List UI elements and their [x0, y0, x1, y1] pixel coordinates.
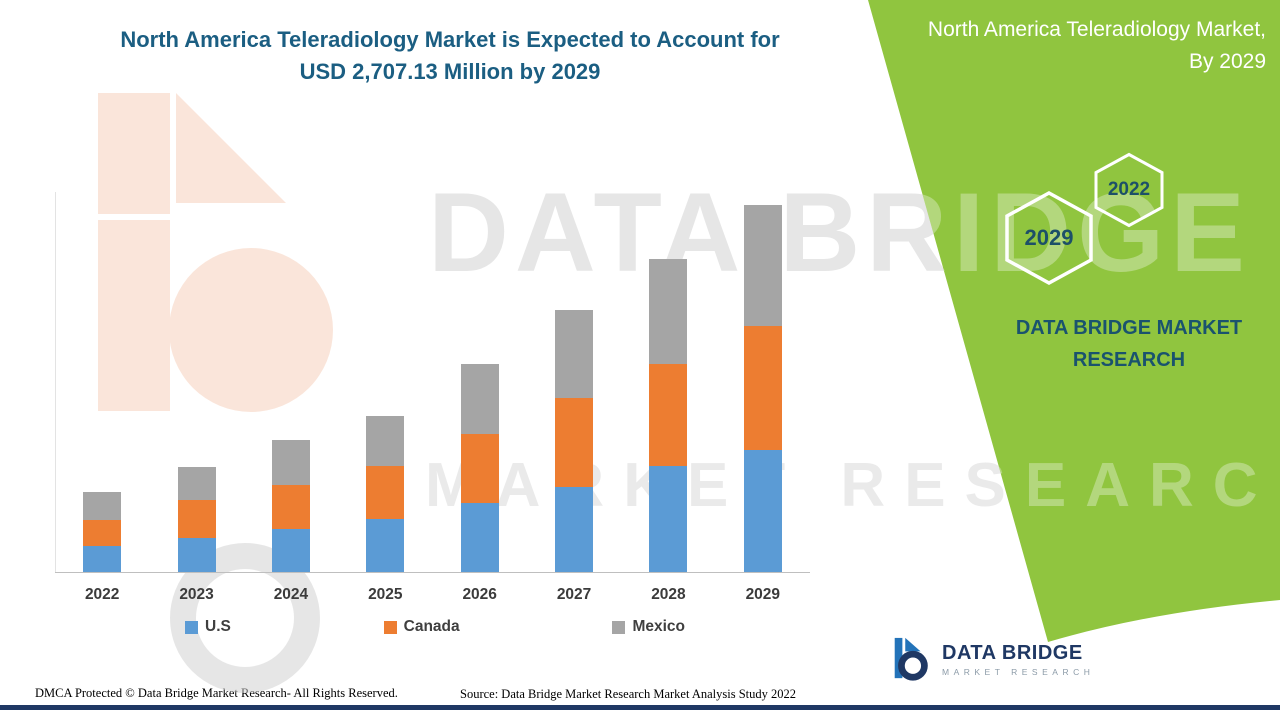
legend-label-canada: Canada — [403, 618, 460, 635]
bar-segment-canada-2024 — [271, 485, 310, 530]
hexagon-badge-2022: 2022 — [1092, 152, 1166, 228]
bar-segment-mexico-2023 — [177, 466, 216, 501]
bottom-rule — [0, 705, 1280, 710]
bar-segment-canada-2027 — [555, 397, 594, 487]
bar-2023 — [167, 466, 227, 572]
x-axis-label-2025: 2025 — [368, 586, 403, 603]
plot-area — [55, 192, 810, 572]
y-axis-line — [55, 192, 56, 572]
x-axis-label-2028: 2028 — [651, 586, 686, 603]
bar-2025 — [355, 416, 415, 572]
legend-swatch-canada — [383, 620, 397, 634]
circle-watermark — [170, 543, 320, 693]
logo-subtitle: MARKET RESEARCH — [942, 666, 1095, 677]
dmca-notice: DMCA Protected © Data Bridge Market Rese… — [35, 686, 398, 700]
bar-segment-mexico-2025 — [366, 416, 405, 467]
legend-item-mexico: Mexico — [612, 618, 685, 636]
x-axis-label-2023: 2023 — [179, 586, 214, 603]
bar-2029 — [733, 204, 793, 572]
bar-segment-us-2029 — [743, 449, 782, 572]
panel-title-line2: By 2029 — [1188, 49, 1266, 73]
x-axis-label-2027: 2027 — [556, 586, 592, 603]
page-title: North America Teleradiology Market is Ex… — [60, 24, 840, 88]
bar-segment-mexico-2028 — [649, 259, 688, 365]
brand-b-watermark — [98, 93, 333, 412]
bar-2026 — [450, 364, 510, 572]
bar-segment-us-2024 — [271, 529, 310, 572]
dbmr-logo-text: DATA BRIDGE MARKET RESEARCH — [942, 642, 1094, 677]
legend: U.S Canada Mexico — [185, 618, 685, 636]
x-axis-label-2026: 2026 — [462, 586, 497, 603]
bar-2028 — [638, 259, 698, 572]
dbmr-logo: DATA BRIDGE MARKET RESEARCH — [888, 636, 1094, 682]
bar-2027 — [544, 310, 604, 572]
bar-segment-us-2022 — [83, 546, 122, 572]
bar-segment-canada-2026 — [460, 433, 499, 503]
bar-segment-canada-2023 — [177, 500, 216, 539]
x-axis-labels: 2022 2023 2024 2025 2026 2027 2028 2029 — [55, 586, 810, 604]
brand-name-on-panel: DATA BRIDGE MARKET RESEARCH — [988, 312, 1270, 376]
logo-name: DATA BRIDGE — [942, 641, 1083, 664]
legend-item-us: U.S — [185, 618, 231, 636]
bar-segment-canada-2025 — [366, 466, 405, 520]
hexagon-badge-2029: 2029 — [1002, 190, 1096, 286]
bar-segment-us-2025 — [366, 519, 405, 572]
brand-line2: RESEARCH — [1072, 349, 1186, 371]
x-axis-label-2024: 2024 — [273, 586, 309, 603]
bar-segment-us-2028 — [649, 466, 688, 572]
bar-2022 — [72, 491, 132, 572]
panel-title: North America Teleradiology Market, By 2… — [846, 14, 1266, 77]
bar-2024 — [261, 440, 321, 572]
source-note: Source: Data Bridge Market Research Mark… — [460, 687, 797, 701]
panel-title-line1: North America Teleradiology Market, — [927, 18, 1266, 41]
legend-label-mexico: Mexico — [632, 618, 685, 635]
page-title-line1: North America Teleradiology Market is Ex… — [120, 27, 780, 52]
bar-segment-mexico-2029 — [743, 204, 782, 327]
legend-swatch-mexico — [612, 620, 626, 634]
bar-segment-mexico-2024 — [271, 440, 310, 486]
legend-label-us: U.S — [205, 618, 231, 635]
bar-segment-us-2027 — [555, 486, 594, 572]
page-title-line2: USD 2,707.13 Million by 2029 — [299, 58, 601, 84]
bar-segment-mexico-2027 — [555, 310, 594, 398]
dbmr-logo-icon — [894, 637, 928, 681]
x-axis-line — [55, 572, 810, 573]
bar-segment-mexico-2022 — [83, 491, 122, 521]
legend-swatch-us — [185, 620, 198, 634]
hexagon-outline-icon — [1094, 152, 1164, 228]
badge-year-2022: 2022 — [1107, 179, 1151, 200]
x-axis-label-2029: 2029 — [745, 586, 781, 603]
bar-segment-us-2023 — [177, 538, 216, 572]
bar-segment-us-2026 — [460, 502, 499, 572]
legend-item-canada: Canada — [383, 618, 460, 636]
hexagon-outline-icon — [1005, 191, 1093, 285]
bar-segment-canada-2028 — [649, 364, 688, 467]
bar-segment-canada-2022 — [83, 520, 122, 547]
badge-year-2029: 2029 — [1024, 225, 1074, 250]
bar-segment-canada-2029 — [743, 326, 782, 450]
brand-line1: DATA BRIDGE MARKET — [1015, 317, 1243, 339]
bar-segment-mexico-2026 — [460, 364, 499, 434]
x-axis-label-2022: 2022 — [84, 586, 120, 603]
